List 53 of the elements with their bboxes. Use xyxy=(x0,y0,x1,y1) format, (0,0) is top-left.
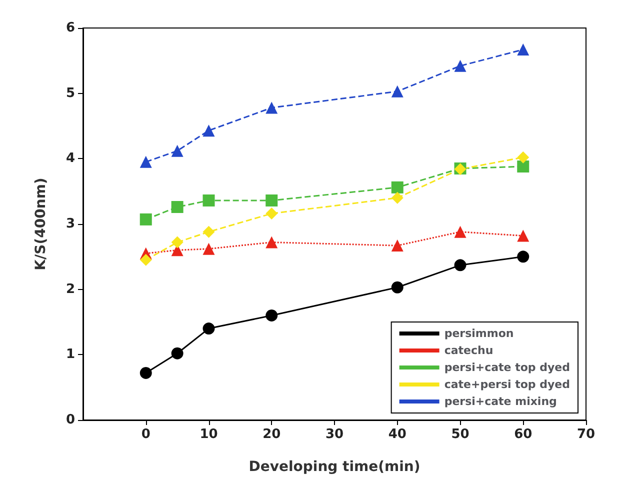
legend-label: persi+cate mixing xyxy=(444,395,557,408)
x-tick-label: 0 xyxy=(141,427,150,442)
y-tick-label: 3 xyxy=(66,216,75,232)
x-tick-label: 20 xyxy=(262,427,281,442)
point xyxy=(517,250,530,263)
point xyxy=(202,194,215,206)
x-tick-label: 60 xyxy=(514,427,532,442)
y-tick-label: 1 xyxy=(66,347,75,362)
point xyxy=(171,144,184,157)
point xyxy=(391,85,404,98)
point xyxy=(517,160,530,173)
point xyxy=(454,259,466,272)
y-axis-title: K/S(400nm) xyxy=(33,178,49,270)
y-tick-label: 6 xyxy=(66,20,75,36)
point xyxy=(391,240,404,252)
x-tick-label: 70 xyxy=(576,427,596,442)
point xyxy=(171,347,184,360)
point xyxy=(140,254,152,266)
point xyxy=(517,44,530,56)
point xyxy=(517,230,530,242)
point xyxy=(202,322,215,335)
point xyxy=(171,236,184,248)
point xyxy=(171,201,184,214)
point xyxy=(391,192,404,204)
point xyxy=(266,102,278,114)
point xyxy=(140,156,152,168)
legend-label: catechu xyxy=(444,344,494,357)
point xyxy=(202,242,215,255)
point xyxy=(202,226,215,238)
point xyxy=(140,366,152,379)
x-tick-label: 40 xyxy=(388,427,406,442)
legend-label: cate+persi top dyed xyxy=(444,378,570,391)
point xyxy=(266,194,278,206)
point xyxy=(391,181,404,194)
point xyxy=(266,309,278,322)
point xyxy=(140,213,152,226)
x-tick-label: 30 xyxy=(325,427,344,442)
y-tick-label: 2 xyxy=(66,282,75,297)
x-axis-title: Developing time(min) xyxy=(248,459,420,475)
legend-label: persi+cate top dyed xyxy=(444,361,570,374)
point xyxy=(266,236,278,248)
y-tick-label: 5 xyxy=(66,86,75,101)
y-tick-label: 0 xyxy=(66,412,75,428)
point xyxy=(454,226,466,238)
point xyxy=(454,60,466,72)
point xyxy=(391,281,404,294)
x-tick-label: 10 xyxy=(200,427,218,442)
point xyxy=(517,151,530,164)
point xyxy=(266,208,278,220)
y-tick-label: 4 xyxy=(66,151,75,166)
point xyxy=(202,124,215,137)
legend-label: persimmon xyxy=(444,327,514,340)
x-tick-label: 50 xyxy=(451,427,470,442)
